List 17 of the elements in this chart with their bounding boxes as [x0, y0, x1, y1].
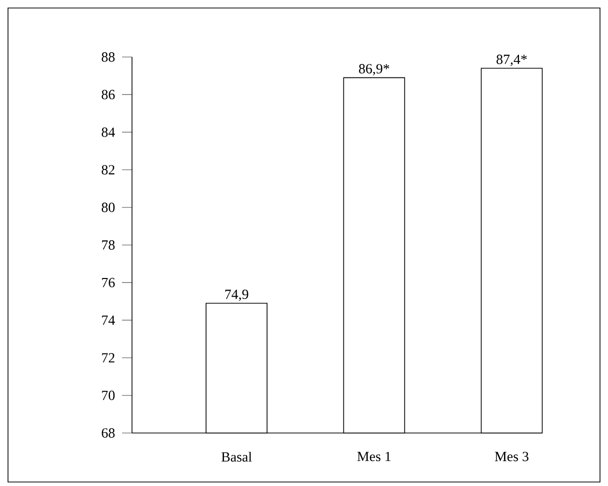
data-label: 87,4* — [496, 54, 527, 66]
y-tick-label: 82 — [102, 165, 114, 174]
y-tick-label: 80 — [102, 202, 115, 212]
data-label: 86,9* — [358, 64, 390, 76]
y-tick-label: 86 — [102, 90, 115, 100]
y-tick-label: 84 — [102, 127, 115, 137]
data-label: 74,9 — [225, 290, 248, 302]
x-tick-label: Mes 3 — [494, 452, 528, 462]
y-tick-label: 88 — [102, 52, 115, 62]
y-tick-label: 76 — [102, 278, 115, 288]
y-tick-label: 68 — [102, 428, 115, 438]
y-tick-label: 72 — [102, 353, 114, 362]
y-tick-label: 74 — [102, 316, 115, 325]
y-tick-label: 78 — [102, 240, 115, 250]
y-tick-label: 70 — [102, 390, 115, 400]
x-tick-label: Mes 1 — [357, 452, 391, 462]
x-tick-label: Basal — [221, 452, 252, 462]
